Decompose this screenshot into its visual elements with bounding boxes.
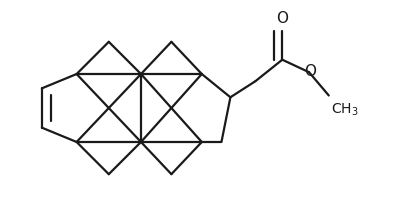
Text: O: O bbox=[276, 11, 288, 26]
Text: CH$_3$: CH$_3$ bbox=[330, 102, 358, 118]
Text: O: O bbox=[304, 64, 316, 79]
